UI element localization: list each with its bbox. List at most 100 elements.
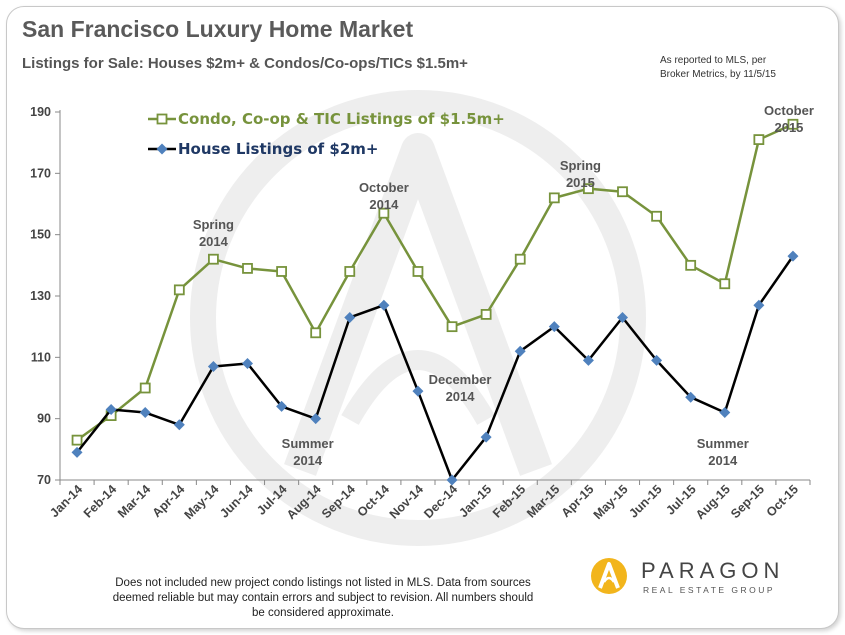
data-point-diamond [514, 345, 526, 357]
legend-label: House Listings of $2m+ [178, 140, 379, 158]
x-tick-label: Dec-14 [421, 482, 460, 521]
logo-tagline: REAL ESTATE GROUP [643, 585, 776, 595]
x-tick-label: Oct-15 [764, 482, 801, 519]
data-point-diamond [480, 431, 492, 443]
x-tick-label: Apr-14 [150, 482, 188, 520]
data-point-square [378, 207, 390, 219]
y-tick-label: 190 [30, 105, 51, 119]
y-tick-label: 110 [31, 350, 51, 364]
x-tick-label: Nov-14 [387, 482, 426, 521]
data-point-square [208, 253, 219, 265]
y-tick-label: 90 [37, 412, 51, 426]
annotation-label: 2014 [708, 453, 738, 468]
data-point-diamond [242, 357, 253, 369]
footnote-line-2: deemed reliable but may contain errors a… [112, 592, 534, 604]
data-point-diamond [276, 400, 288, 412]
data-point-diamond [173, 419, 185, 431]
data-point-diamond [548, 321, 560, 333]
logo-name: PARAGON [641, 558, 785, 583]
x-tick-label: Oct-14 [355, 482, 392, 519]
annotation-layer: Spring 2014 October 2014 Summer 2014 December 2… [193, 103, 814, 468]
data-point-square [139, 382, 151, 394]
footnote: Does not included new project condo list… [88, 576, 558, 621]
data-point-square [685, 259, 697, 271]
data-point-square [651, 210, 662, 222]
series-line-1 [76, 123, 794, 442]
annotation-label: October [764, 103, 814, 118]
data-point-square [617, 186, 628, 198]
data-point-square [480, 308, 492, 320]
data-point-square [173, 284, 185, 296]
series-line-2 [76, 255, 794, 482]
annotation-label: 2014 [199, 234, 229, 249]
data-point-diamond [139, 407, 151, 419]
data-point-diamond [753, 299, 765, 311]
annotation-label: October [359, 180, 409, 195]
footnote-line-3: be considered approximate. [252, 607, 394, 619]
x-tick-label: Jun-15 [626, 482, 664, 520]
data-point-square [276, 266, 287, 277]
data-point-diamond [651, 354, 663, 366]
data-point-diamond [344, 311, 356, 323]
chart-title: San Francisco Luxury Home Market [22, 16, 414, 42]
y-tick-label: 70 [37, 473, 51, 487]
data-point-square [71, 434, 83, 446]
source-note: As reported to MLS, per Broker Metrics, … [660, 54, 776, 82]
annotation-label: 2014 [293, 453, 323, 468]
x-tick-label: Mar-14 [115, 482, 153, 520]
data-point-diamond [105, 403, 117, 415]
data-point-square [344, 266, 356, 277]
annotation-label: 2015 [774, 120, 803, 135]
y-tick-label: 130 [30, 289, 51, 303]
y-tick-label: 170 [30, 166, 51, 180]
legend-swatch-marker [156, 143, 168, 155]
annotation-label: 2014 [369, 197, 399, 212]
data-point-diamond [71, 446, 83, 458]
series-layer [71, 118, 799, 486]
x-tick-label: Jan-14 [47, 482, 85, 520]
slide-frame [6, 6, 839, 629]
x-tick-label: Sep-15 [728, 482, 767, 521]
data-point-square [583, 183, 594, 195]
x-tick-label: Jun-14 [217, 482, 255, 520]
x-tick-label: Aug-15 [693, 482, 733, 522]
source-line-1: As reported to MLS, per [660, 55, 767, 66]
data-point-diamond [446, 474, 458, 486]
legend-swatch-marker [156, 113, 168, 125]
watermark-logo [190, 90, 646, 546]
data-point-square [310, 327, 322, 339]
data-point-diamond [412, 385, 424, 397]
data-point-diamond [617, 311, 628, 323]
x-tick-label: May-15 [591, 482, 631, 522]
data-point-diamond [310, 413, 322, 425]
y-tick-label: 150 [30, 228, 51, 242]
data-point-diamond [719, 407, 731, 419]
data-point-square [514, 253, 526, 265]
legend-label: Condo, Co-op & TIC Listings of $1.5m+ [178, 110, 505, 128]
footnote-line-1: Does not included new project condo list… [115, 577, 531, 589]
data-point-diamond [685, 391, 697, 403]
data-point-diamond [207, 361, 219, 373]
annotation-label: Summer [697, 436, 749, 451]
data-point-square [787, 118, 799, 130]
data-point-square [446, 321, 458, 333]
legend: Condo, Co-op & TIC Listings of $1.5m+ Hou… [148, 110, 505, 158]
paragon-logo-icon [591, 558, 627, 594]
annotation-label: Spring [560, 158, 601, 173]
annotation-label: Spring [193, 217, 234, 232]
annotation-label: Summer [282, 436, 334, 451]
annotation-label: December [429, 372, 492, 387]
data-point-diamond [582, 354, 594, 366]
data-point-diamond [378, 299, 390, 311]
annotation-label: 2015 [566, 175, 595, 190]
data-point-square [548, 192, 560, 204]
annotation-label: 2014 [446, 389, 476, 404]
data-point-square [242, 262, 253, 274]
chart-subtitle: Listings for Sale: Houses $2m+ & Condos/… [22, 55, 468, 72]
data-point-square [753, 134, 765, 146]
data-point-square [412, 266, 424, 277]
source-line-2: Broker Metrics, by 11/5/15 [660, 69, 776, 80]
x-tick-label: May-14 [182, 482, 222, 522]
x-tick-label: Feb-14 [81, 482, 119, 520]
